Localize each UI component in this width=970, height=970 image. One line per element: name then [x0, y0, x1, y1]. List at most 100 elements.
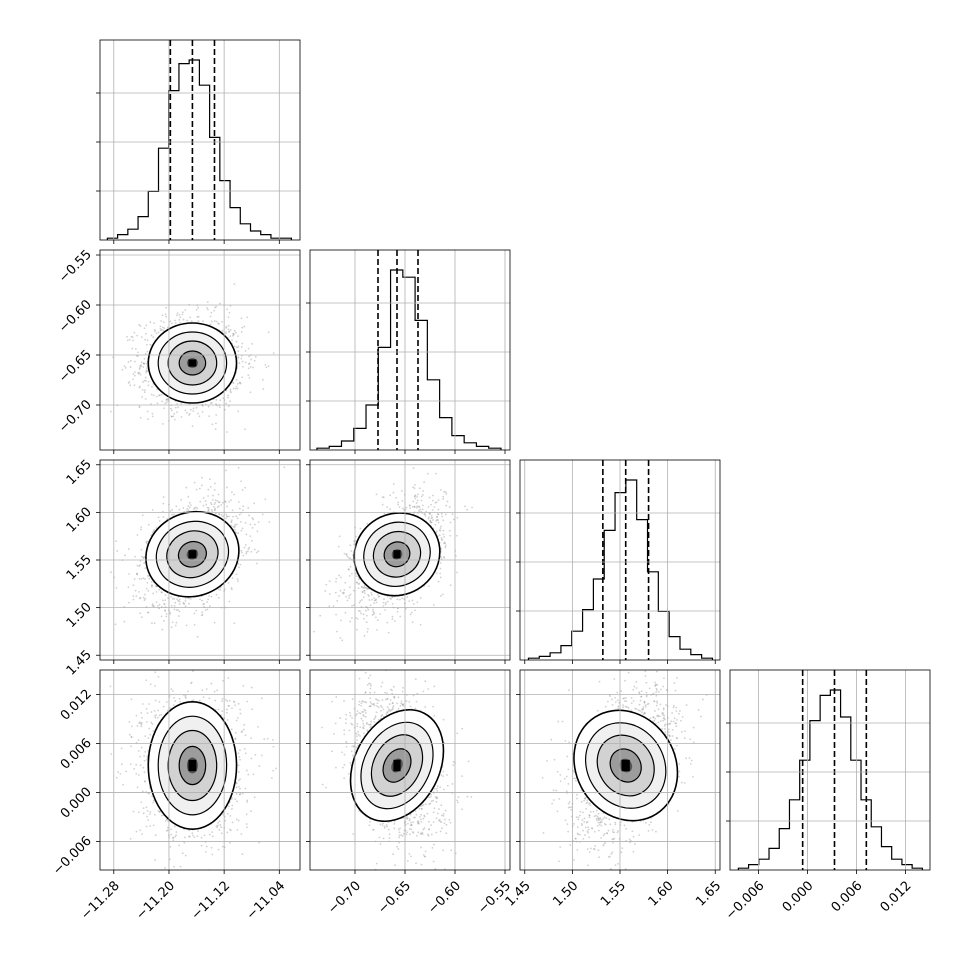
sample-point [147, 589, 150, 592]
sample-point [415, 506, 418, 509]
sample-point [391, 602, 394, 605]
sample-point [206, 608, 209, 611]
sample-point [179, 451, 181, 453]
sample-point [357, 583, 360, 585]
sample-point [139, 325, 142, 327]
sample-point [424, 513, 426, 515]
sample-point [439, 489, 442, 491]
sample-point [189, 316, 192, 319]
sample-point [240, 331, 243, 333]
sample-point [364, 586, 367, 589]
sample-point [229, 390, 232, 393]
sample-point [226, 505, 229, 508]
sample-point [164, 402, 167, 405]
sample-point [138, 371, 141, 374]
sample-point [143, 562, 146, 564]
sample-point [233, 526, 236, 529]
sample-point [213, 320, 216, 322]
sample-point [146, 410, 149, 413]
sample-point [193, 623, 196, 626]
sample-point [155, 332, 158, 335]
sample-point [201, 613, 204, 616]
sample-point [373, 602, 376, 605]
sample-point [144, 567, 147, 569]
sample-point [192, 407, 195, 410]
sample-point [236, 346, 239, 349]
sample-point [230, 499, 232, 502]
sample-point [213, 621, 216, 624]
sample-point [134, 348, 137, 350]
sample-point [375, 598, 377, 601]
sample-point [165, 613, 168, 615]
sample-point [409, 507, 412, 509]
sample-point [170, 604, 173, 607]
sample-point [229, 388, 232, 391]
sample-point [228, 311, 231, 314]
sample-point [143, 362, 145, 365]
sample-point [132, 598, 135, 601]
sample-point [427, 505, 430, 508]
sample-point [163, 603, 166, 606]
sample-point [166, 398, 169, 401]
sample-point [178, 610, 181, 613]
sample-point [249, 535, 252, 538]
sample-point [451, 513, 454, 516]
sample-point [176, 402, 178, 405]
sample-point [237, 356, 240, 359]
sample-point [359, 527, 362, 530]
sample-point [440, 594, 442, 597]
sample-point [202, 497, 205, 499]
histogram-bars [737, 689, 923, 870]
sample-point [248, 376, 251, 379]
sample-point [448, 506, 451, 508]
sample-point [387, 631, 390, 634]
sample-point [230, 521, 233, 524]
sample-point [197, 412, 199, 415]
sample-point [363, 586, 365, 589]
sample-point [366, 588, 368, 590]
sample-point [226, 515, 229, 518]
sample-point [230, 491, 233, 494]
sample-point [210, 503, 213, 506]
sample-point [427, 517, 430, 520]
sample-point [163, 327, 166, 330]
sample-point [170, 322, 173, 325]
sample-point [449, 534, 452, 537]
sample-point [185, 624, 188, 627]
sample-point [154, 330, 157, 333]
sample-point [173, 413, 176, 415]
sample-point [138, 405, 141, 408]
sample-point [367, 593, 369, 596]
sample-point [195, 308, 198, 311]
sample-point [189, 597, 192, 600]
sample-point [328, 605, 331, 608]
sample-point [184, 605, 187, 608]
sample-point [203, 602, 206, 605]
sample-point [142, 557, 145, 559]
sample-point [210, 595, 213, 598]
sample-point [208, 605, 211, 608]
sample-point [198, 487, 201, 490]
sample-point [171, 621, 174, 624]
sample-point [445, 492, 448, 495]
sample-point [211, 423, 214, 426]
sample-point [153, 605, 155, 608]
sample-point [163, 407, 166, 410]
sample-point [144, 398, 147, 400]
sample-point [140, 336, 143, 339]
sample-point [150, 403, 153, 406]
sample-point [366, 630, 369, 633]
sample-point [420, 495, 423, 498]
sample-point [158, 603, 161, 606]
sample-point [440, 512, 443, 515]
sample-point [360, 586, 363, 589]
sample-point [372, 608, 374, 611]
sample-point [247, 374, 250, 376]
sample-point [416, 493, 419, 496]
sample-point [238, 513, 241, 516]
sample-point [220, 504, 223, 506]
sample-point [351, 605, 353, 607]
sample-point [146, 581, 149, 584]
sample-point [449, 521, 452, 524]
sample-point [144, 379, 147, 382]
